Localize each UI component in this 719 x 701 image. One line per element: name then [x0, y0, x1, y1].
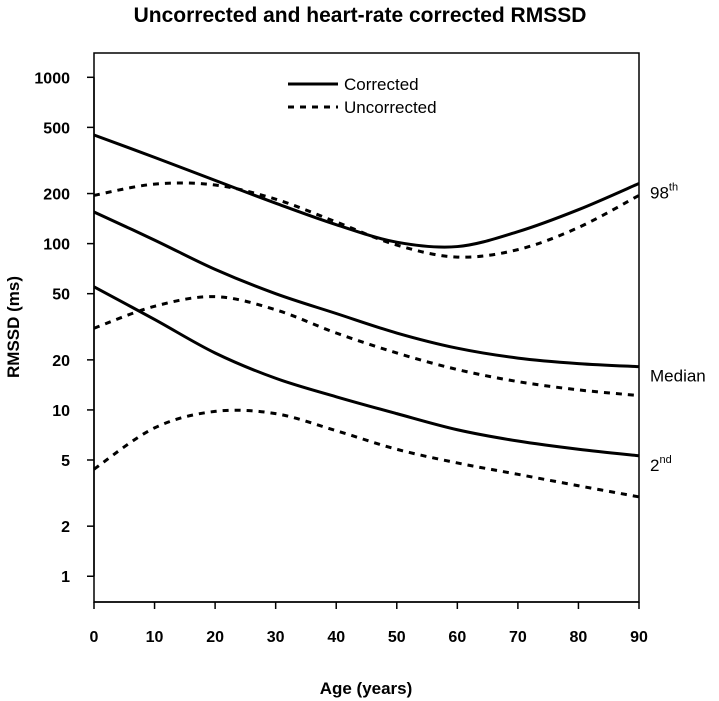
- x-axis: 0 10 20 30 40 50 60 70 80 90: [90, 601, 648, 646]
- percentile-label-2nd: 2nd: [650, 454, 672, 475]
- chart-title: Uncorrected and heart-rate corrected RMS…: [134, 4, 587, 27]
- percentile-label-superscript: th: [669, 181, 678, 193]
- series-line-uncorrected-2nd: [93, 408, 640, 499]
- series-line-corrected-98th: [93, 133, 640, 249]
- series-line-uncorrected-median: [93, 295, 640, 398]
- legend: Corrected Uncorrected: [288, 75, 437, 117]
- y-tick-label: 20: [52, 353, 70, 370]
- x-tick-label: 40: [327, 629, 345, 646]
- x-tick-label: 50: [388, 629, 406, 646]
- x-tick-label: 60: [448, 629, 466, 646]
- series-lines: [93, 133, 640, 499]
- x-tick-label: 80: [570, 629, 588, 646]
- series-line-corrected-2nd: [93, 285, 640, 458]
- y-tick-label: 50: [52, 287, 70, 304]
- percentile-label-98th: 98th: [650, 181, 678, 202]
- y-axis: 1 2 5 10 20 50 100 200 500 1000: [34, 70, 95, 586]
- x-tick-label: 0: [90, 629, 99, 646]
- percentile-labels: 98th Median 2nd: [650, 181, 706, 474]
- x-tick-label: 30: [267, 629, 285, 646]
- y-tick-label: 10: [52, 403, 70, 420]
- y-tick-label: 500: [43, 120, 70, 137]
- series-line-uncorrected-98th: [93, 181, 640, 259]
- x-tick-label: 20: [206, 629, 224, 646]
- series-line-corrected-median: [93, 210, 640, 369]
- percentile-label-base: 98: [650, 183, 669, 202]
- y-tick-label: 1000: [34, 70, 70, 87]
- y-tick-label: 200: [43, 187, 70, 204]
- x-tick-label: 70: [509, 629, 527, 646]
- percentile-label-superscript: nd: [659, 454, 671, 466]
- x-tick-label: 10: [146, 629, 164, 646]
- percentile-label-base: 2: [650, 456, 659, 475]
- percentile-label-median: Median: [650, 367, 706, 386]
- y-axis-label: RMSSD (ms): [4, 276, 23, 378]
- legend-label-uncorrected: Uncorrected: [344, 98, 437, 117]
- legend-label-corrected: Corrected: [344, 75, 419, 94]
- plot-frame: [93, 52, 640, 603]
- y-tick-label: 2: [61, 519, 70, 536]
- y-tick-label: 1: [61, 569, 70, 586]
- y-tick-label: 100: [43, 237, 70, 254]
- percentile-label-base: Median: [650, 367, 706, 386]
- y-tick-label: 5: [61, 453, 70, 470]
- x-axis-label: Age (years): [320, 679, 413, 698]
- x-tick-label: 90: [630, 629, 648, 646]
